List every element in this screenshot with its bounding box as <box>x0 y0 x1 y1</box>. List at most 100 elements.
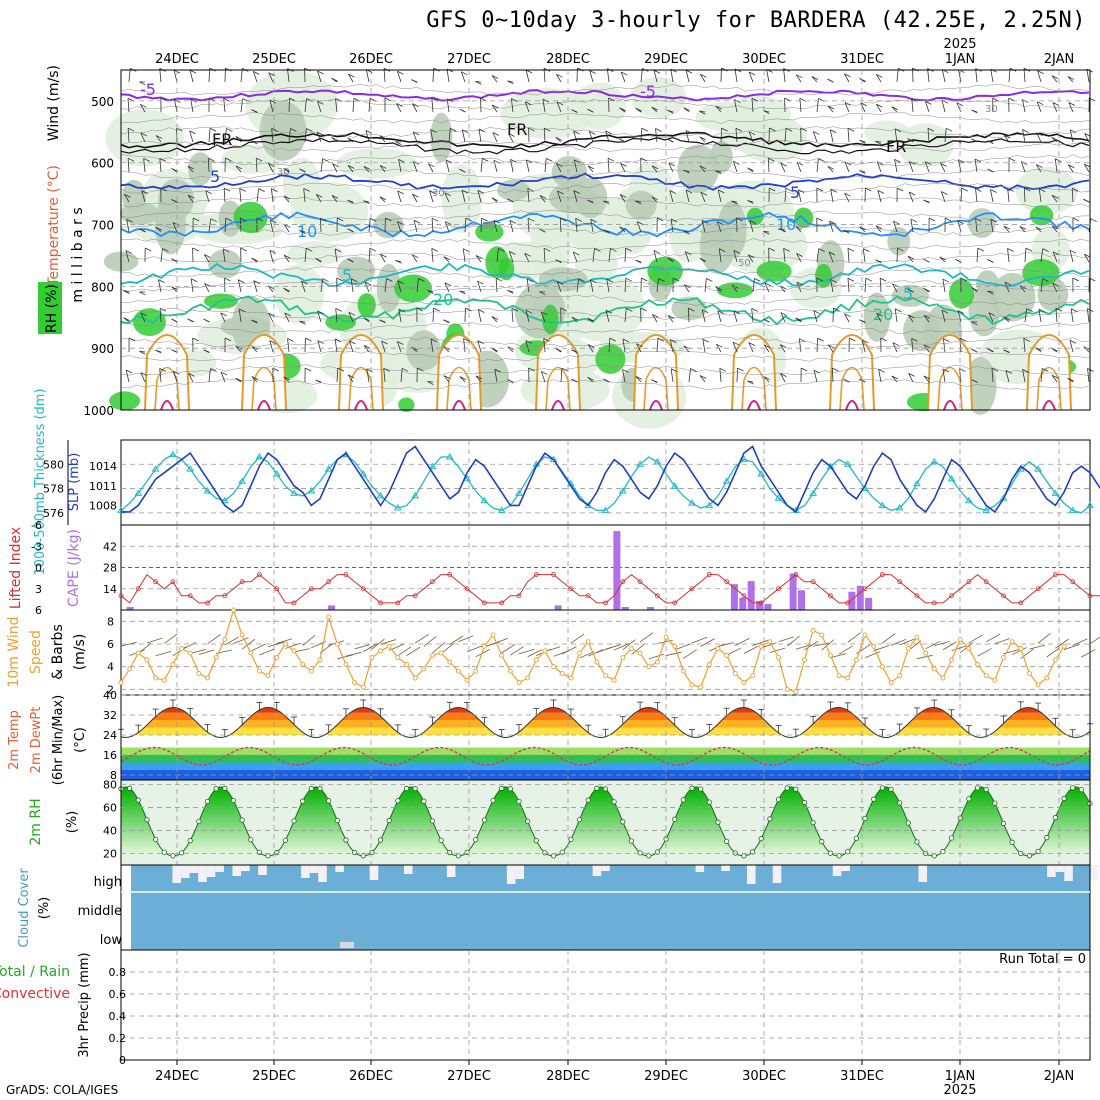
cloud-gap <box>241 865 250 871</box>
wind-speed-point <box>992 677 998 683</box>
wind-barb-feather <box>128 337 136 342</box>
wind-barb-feather <box>155 226 162 231</box>
wind-barb-feather <box>220 312 227 317</box>
wind-tick-label: 2 <box>107 683 114 696</box>
wind-barb-feather <box>907 138 914 142</box>
wind-barb-feather <box>941 309 949 314</box>
wind-barb <box>334 248 338 263</box>
lifted-index-point <box>481 600 487 606</box>
rh-contour-line <box>120 322 1090 334</box>
wind-speed-point <box>758 643 764 649</box>
wind-barb <box>847 248 850 263</box>
thickness-point <box>272 470 281 477</box>
rh-fill-mid <box>497 179 530 201</box>
wind-barb-feather <box>509 220 517 224</box>
wind-barb-feather <box>527 217 535 222</box>
wind-barb-feather <box>747 167 754 172</box>
contour-label: 5 <box>790 183 800 202</box>
rh-fill-high <box>542 304 559 335</box>
wind-barb-feather <box>735 127 743 132</box>
date-axes: 24DEC 25DEC 26DEC 27DEC 28DEC 29DEC 30DEC 31DEC… <box>155 37 1074 1098</box>
wind-barb <box>748 342 754 353</box>
wind-barb-feather <box>578 278 585 282</box>
wind-barb <box>942 641 957 651</box>
wind-barb-feather <box>977 247 985 252</box>
wind-barb <box>656 278 659 293</box>
cloud-gap <box>198 865 207 882</box>
wind-barb-feather <box>785 127 793 132</box>
wind-speed-point <box>533 657 539 663</box>
cloud-gap <box>695 865 705 872</box>
wind-barb <box>923 375 930 383</box>
wind-barb <box>477 190 482 203</box>
wind-speed-point <box>248 650 254 656</box>
wind-barb <box>477 340 482 353</box>
wind-barb <box>1036 101 1042 113</box>
wind-barb <box>189 130 194 143</box>
wind-barb-feather <box>897 247 904 252</box>
wind-speed-point <box>135 650 141 656</box>
wind-speed-point <box>153 675 159 681</box>
wind-barb-feather <box>158 279 165 283</box>
wind-barb-feather <box>961 187 968 192</box>
wind-barb-feather <box>891 375 899 380</box>
rh-fill-light <box>287 241 343 267</box>
wind-barb-feather <box>284 312 291 317</box>
wind-barb <box>1055 638 1069 649</box>
wind-barb-feather <box>189 69 197 74</box>
wind-barb <box>716 221 722 233</box>
wind-barb-feather <box>987 140 994 145</box>
cloud-gap <box>1090 865 1099 880</box>
rh-point <box>239 817 245 823</box>
wind-barb <box>363 643 378 653</box>
wind-barb <box>128 68 131 83</box>
wind-barb <box>477 280 482 293</box>
wind-barb-feather <box>1008 157 1016 162</box>
wind-barb-feather <box>240 247 247 252</box>
precip-tick-label: 0.2 <box>109 1032 127 1045</box>
date-label-bottom: 24DEC <box>155 1069 199 1084</box>
wind-barb <box>1068 102 1074 113</box>
rh-point <box>620 819 626 825</box>
rh-fill-high <box>398 397 415 412</box>
wind-barb <box>592 248 595 263</box>
rh-point <box>525 818 531 824</box>
lifted-index-point <box>655 593 660 599</box>
wind-barb <box>412 193 418 203</box>
wind-barb-feather <box>210 368 217 372</box>
wind-barb-feather <box>763 230 770 235</box>
wind-speed-point <box>1035 682 1041 688</box>
wind-barb-feather <box>699 257 706 262</box>
wind-barb-feather <box>304 367 312 372</box>
wind-barb <box>828 251 834 263</box>
wind-barb <box>190 99 194 113</box>
wind-barb-feather <box>1051 137 1058 141</box>
rh-fill-mid <box>699 219 735 274</box>
lifted-index-point <box>1035 586 1041 592</box>
wind-barb <box>606 279 610 293</box>
wind-barb <box>463 338 466 353</box>
rh-point <box>594 785 600 791</box>
wind-barb-feather <box>603 378 610 383</box>
wind-barb <box>540 311 546 323</box>
wind-barb-feather <box>625 277 633 282</box>
wind-barb-feather <box>364 281 372 286</box>
wind-barb <box>224 636 239 646</box>
wind-barb <box>480 218 483 233</box>
temperature-band <box>121 695 1090 705</box>
wind-barb-feather <box>1070 308 1078 313</box>
rh-tick-label: 40 <box>103 825 117 838</box>
lifted-index-point <box>395 600 401 606</box>
wind-barb-feather <box>957 310 965 314</box>
cape-bar <box>848 591 856 610</box>
rh-point <box>637 850 643 856</box>
wind-barb <box>1022 99 1026 113</box>
wind-barb <box>925 641 940 650</box>
thickness-point <box>290 489 298 496</box>
wind-barb-feather <box>450 127 457 132</box>
wind-barb-feather <box>1036 164 1043 168</box>
wind-barb <box>670 69 674 83</box>
wind-barb-feather <box>445 221 452 225</box>
lifted-index-point <box>360 586 366 592</box>
cloud-gap <box>215 865 224 872</box>
